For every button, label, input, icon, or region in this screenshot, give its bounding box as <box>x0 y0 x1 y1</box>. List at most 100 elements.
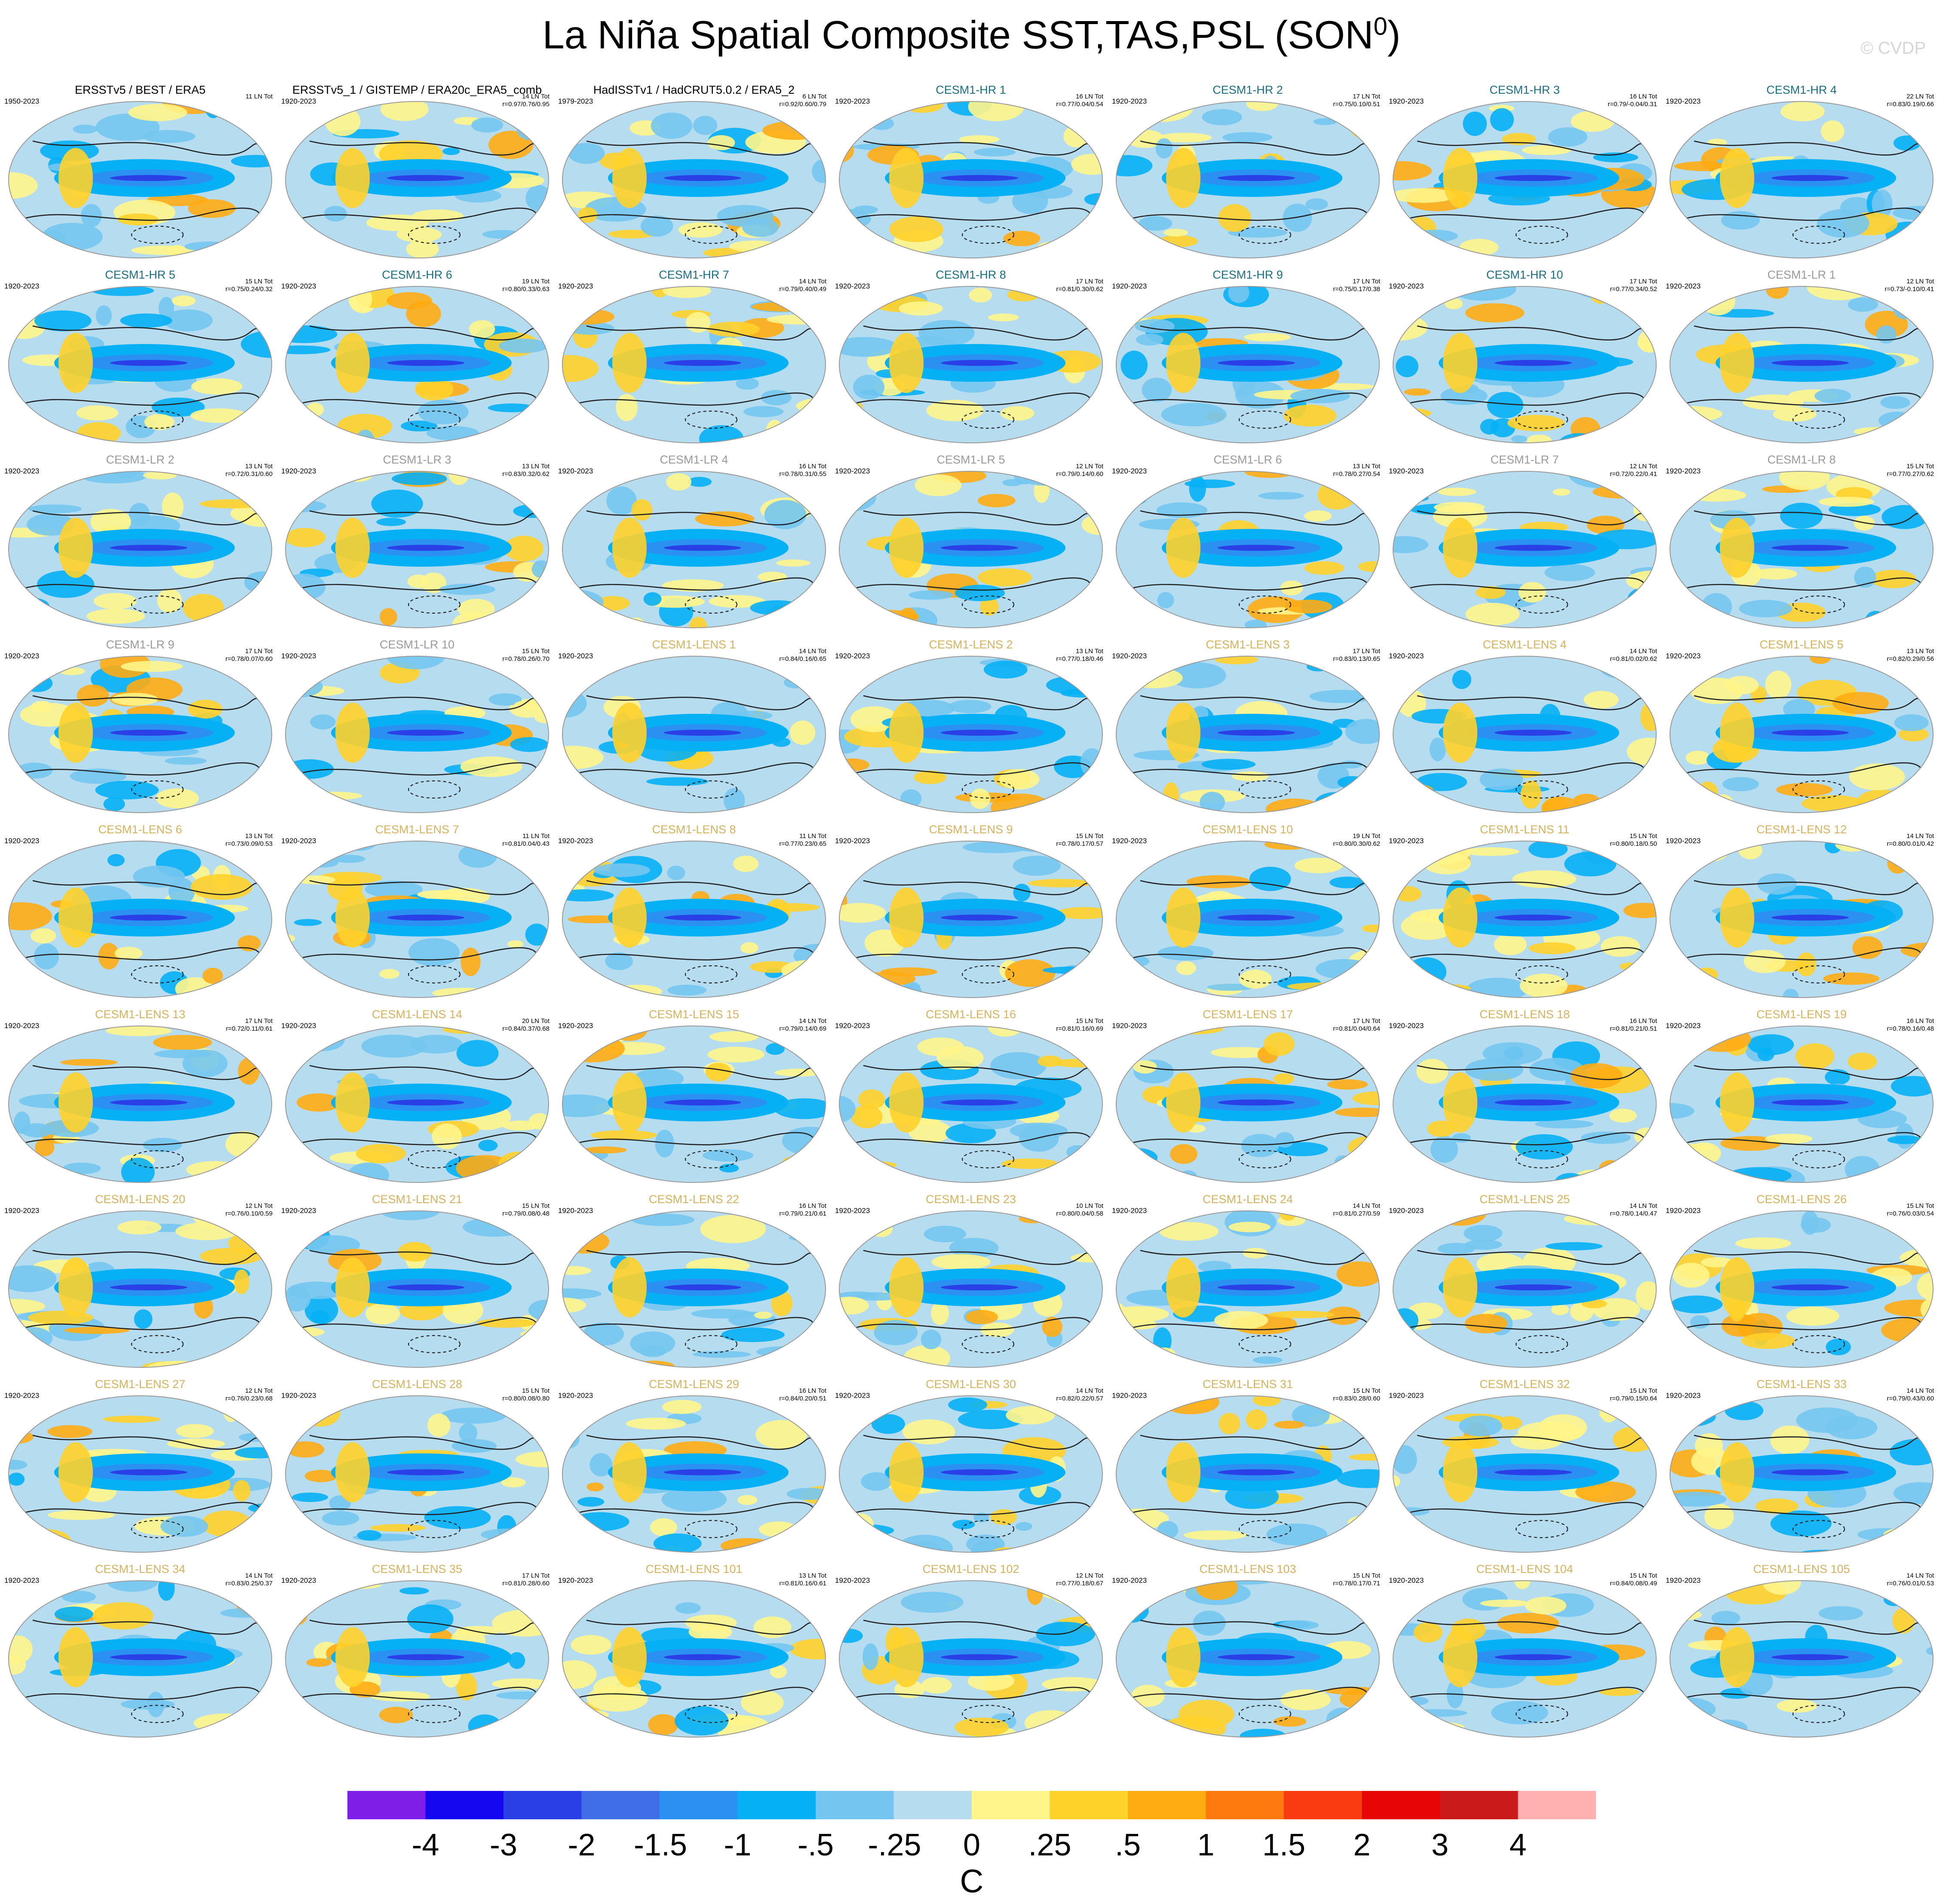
warm-anomaly-patch <box>1514 1581 1531 1589</box>
warm-anomaly-patch <box>707 322 760 337</box>
cold-tongue-peak <box>387 1284 464 1290</box>
warm-anomaly-patch <box>93 593 137 609</box>
panel-pattern-correlation: r=0.78/0.17/0.71 <box>1333 1580 1380 1587</box>
warm-anomaly-patch <box>503 1581 549 1585</box>
warm-anomaly-patch <box>156 788 199 808</box>
warm-anomaly-patch <box>1393 1348 1425 1359</box>
warm-anomaly-patch <box>853 610 919 623</box>
cool-anomaly-patch <box>1596 1026 1629 1040</box>
map-outline <box>285 841 549 998</box>
psl-negative-contour <box>131 1704 184 1723</box>
panel-pattern-correlation: r=0.84/0.08/0.49 <box>1610 1580 1657 1587</box>
panel-title: CESM1-LENS 24 <box>1202 1193 1293 1206</box>
cool-anomaly-patch <box>655 1130 675 1158</box>
cool-anomaly-patch <box>1891 1076 1933 1097</box>
cool-anomaly-patch <box>1116 471 1151 481</box>
cool-anomaly-patch <box>900 789 922 808</box>
warm-anomaly-patch <box>1873 986 1911 998</box>
map-panel: CESM1-LENS 15 1920-2023 14 LN Tot r=0.79/0.… <box>556 1006 832 1190</box>
cool-anomaly-patch <box>750 600 804 615</box>
warm-anomaly-patch <box>1694 967 1718 982</box>
warm-anomaly-patch <box>77 685 109 707</box>
warm-anomaly-patch <box>1304 561 1344 575</box>
warm-pool-patch <box>335 1442 370 1502</box>
panel-event-count: 12 LN Tot <box>245 1202 273 1210</box>
warm-anomaly-patch <box>1903 617 1933 628</box>
panel-pattern-correlation: r=0.79/0.14/0.60 <box>1056 470 1103 478</box>
psl-contour <box>1140 1250 1369 1265</box>
panel-event-count: 15 LN Tot <box>245 278 273 285</box>
panel-title: CESM1-HR 1 <box>936 83 1006 96</box>
colorbar-swatch <box>347 1791 426 1819</box>
warm-anomaly-patch <box>562 1529 605 1552</box>
warm-anomaly-patch <box>507 940 524 948</box>
cool-anomaly-patch <box>1337 776 1368 789</box>
panel-event-count: 15 LN Tot <box>522 648 549 655</box>
cool-anomaly-patch <box>1013 884 1031 902</box>
cool-anomaly-patch <box>1879 412 1916 429</box>
psl-contour <box>863 325 1092 341</box>
warm-anomaly-patch <box>522 472 549 485</box>
warm-anomaly-patch <box>1780 101 1825 122</box>
warm-anomaly-patch <box>1849 763 1905 790</box>
cool-anomaly-patch <box>1701 593 1732 621</box>
panel-event-count: 12 LN Tot <box>1076 1572 1103 1579</box>
cool-anomaly-patch <box>1127 668 1144 687</box>
panel-pattern-correlation: r=0.78/0.26/0.70 <box>502 655 549 663</box>
psl-negative-contour <box>408 1150 461 1169</box>
psl-negative-contour <box>1792 965 1845 984</box>
warm-anomaly-patch <box>959 135 1000 144</box>
warm-anomaly-patch <box>370 1524 426 1532</box>
map-panel: CESM1-LENS 14 1920-2023 20 LN Tot r=0.84/0.… <box>279 1006 555 1190</box>
colorbar-swatch <box>1518 1791 1596 1819</box>
warm-anomaly-patch <box>626 1417 686 1430</box>
warm-anomaly-patch <box>120 661 183 672</box>
colorbar-tick-label: -1 <box>724 1828 752 1862</box>
warm-anomaly-patch <box>1005 959 1056 987</box>
cool-anomaly-patch <box>606 486 637 515</box>
warm-anomaly-patch <box>1037 242 1064 255</box>
cool-anomaly-patch <box>248 1533 272 1552</box>
cool-anomaly-patch <box>1315 792 1358 813</box>
cool-anomaly-patch <box>239 1433 272 1442</box>
cool-anomaly-patch <box>62 1162 101 1174</box>
psl-negative-contour <box>131 595 184 614</box>
cool-anomaly-patch <box>459 1423 478 1443</box>
warm-anomaly-patch <box>366 214 429 231</box>
warm-anomaly-patch <box>839 841 878 848</box>
cool-anomaly-patch <box>220 1608 270 1618</box>
panel-years: 1920-2023 <box>835 97 870 105</box>
cool-anomaly-patch <box>442 147 460 155</box>
panel-years: 1979-2023 <box>558 97 593 105</box>
panel-title: CESM1-LENS 33 <box>1756 1378 1847 1391</box>
cool-anomaly-patch <box>81 204 102 227</box>
warm-anomaly-patch <box>325 107 361 136</box>
cool-anomaly-patch <box>306 858 338 868</box>
warm-pool-patch <box>612 148 647 208</box>
warm-anomaly-patch <box>1393 1475 1400 1488</box>
map-outline <box>839 841 1103 998</box>
cool-anomaly-patch <box>762 656 783 666</box>
cool-anomaly-patch <box>207 1028 266 1041</box>
warm-anomaly-patch <box>1211 1047 1272 1058</box>
colorbar-swatch <box>425 1791 504 1819</box>
psl-negative-contour <box>961 1704 1015 1723</box>
map-panel: CESM1-LENS 27 1920-2023 12 LN Tot r=0.76/0.… <box>3 1376 278 1560</box>
cool-anomaly-patch <box>1826 1339 1851 1356</box>
warm-anomaly-patch <box>706 1063 731 1082</box>
warm-anomaly-patch <box>190 408 248 423</box>
composite-map <box>1116 841 1380 998</box>
cool-anomaly-patch <box>1801 1217 1831 1233</box>
warm-anomaly-patch <box>707 135 735 150</box>
cool-anomaly-patch <box>361 1035 427 1058</box>
composite-map <box>1393 1580 1657 1738</box>
psl-negative-contour <box>1238 410 1292 429</box>
warm-anomaly-patch <box>899 301 943 316</box>
panel-years: 1920-2023 <box>1112 467 1147 475</box>
warm-anomaly-patch <box>1000 406 1034 421</box>
map-panel: CESM1-HR 8 1920-2023 17 LN Tot r=0.81/0.30/… <box>833 267 1108 451</box>
map-panel: CESM1-LENS 12 1920-2023 14 LN Tot r=0.80/0.… <box>1664 821 1939 1005</box>
colorbar-swatch <box>503 1791 582 1819</box>
panel-event-count: 19 LN Tot <box>1353 832 1380 840</box>
panel-years: 1920-2023 <box>1112 1022 1147 1030</box>
